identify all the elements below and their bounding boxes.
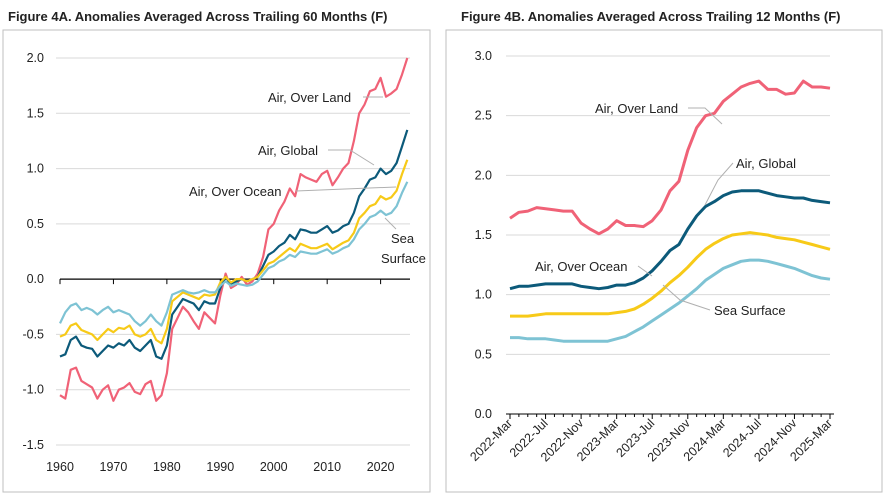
y-tick-label-b: 2.5 <box>475 109 492 123</box>
chart-panel-4a: Figure 4A. Anomalies Averaged Across Tra… <box>2 9 431 493</box>
y-tick-label-b: 1.5 <box>475 228 492 242</box>
leader-sea-surface-b <box>662 284 711 311</box>
label-air-over-ocean-b: Air, Over Ocean <box>535 259 627 274</box>
label-sea-surface-b: Sea Surface <box>714 303 786 318</box>
panel-4b-frame <box>445 29 883 493</box>
x-tick-label-b: 2022-Mar <box>467 416 515 464</box>
x-tick-label-a: 1980 <box>153 460 181 474</box>
series-line-b-air-over-land <box>509 79 831 236</box>
panel-4a-x-ticks: 1960 1970 1980 1990 2000 2010 2020 <box>46 279 395 474</box>
y-tick-label-a: 1.0 <box>27 162 44 176</box>
x-tick-label-a: 1960 <box>46 460 74 474</box>
panel-4b-grid <box>506 55 834 415</box>
leader-air-global-a <box>328 149 375 166</box>
panel-4a-annotations: Air, Over Land Air, Global Air, Over Oce… <box>189 90 426 266</box>
y-tick-label-a: -0.5 <box>22 327 44 341</box>
series-line-a-air-over-ocean <box>59 159 409 345</box>
leader-sea-surface-a <box>384 217 397 230</box>
series-line-b-sea-surface <box>510 258 831 343</box>
series-line-a-air-over-land <box>59 57 409 402</box>
x-tick-label-a: 2010 <box>313 460 341 474</box>
y-tick-label-a: 1.5 <box>27 106 44 120</box>
y-tick-label-b: 0.0 <box>475 407 492 421</box>
series-line-b-air-over-ocean <box>510 231 831 318</box>
panel-4b-y-ticks: 3.0 2.5 2.0 1.5 1.0 0.5 0.0 <box>475 49 492 421</box>
series-line-a-sea-surface <box>59 181 409 327</box>
y-tick-label-a: -1.5 <box>22 438 44 452</box>
x-tick-label-a: 2000 <box>260 460 288 474</box>
y-tick-label-b: 1.0 <box>475 288 492 302</box>
leader-air-over-land-b <box>688 107 723 125</box>
label-air-over-ocean-a: Air, Over Ocean <box>189 184 281 199</box>
leader-air-over-ocean-a <box>295 186 397 192</box>
leader-air-global-b <box>704 162 734 206</box>
panel-4b-series <box>509 79 831 343</box>
chart-panel-4b: Figure 4B. Anomalies Averaged Across Tra… <box>445 9 883 493</box>
x-tick-label-a: 2020 <box>367 460 395 474</box>
y-tick-label-a: -1.0 <box>22 383 44 397</box>
series-line-a-air-global <box>59 129 409 360</box>
series-line-b-air-global <box>509 189 831 291</box>
x-tick-label-a: 1970 <box>100 460 128 474</box>
y-tick-label-a: 0.0 <box>27 272 44 286</box>
panel-4a-y-ticks: 2.0 1.5 1.0 0.5 0.0 -0.5 -1.0 -1.5 <box>22 51 44 452</box>
label-air-global-b: Air, Global <box>736 156 796 171</box>
y-tick-label-a: 0.5 <box>27 217 44 231</box>
y-tick-label-a: 2.0 <box>27 51 44 65</box>
label-air-over-land-a: Air, Over Land <box>268 90 351 105</box>
leader-air-over-ocean-b <box>637 265 653 277</box>
panel-4b-title: Figure 4B. Anomalies Averaged Across Tra… <box>461 9 841 24</box>
panel-4a-series <box>59 57 409 402</box>
label-air-over-land-b: Air, Over Land <box>595 101 678 116</box>
panel-4a-frame <box>2 29 431 493</box>
y-tick-label-b: 3.0 <box>475 49 492 63</box>
y-tick-label-b: 0.5 <box>475 347 492 361</box>
panel-4b-x-ticks: 2022-Mar2022-Jul2022-Nov2023-Mar2023-Jul… <box>467 414 835 464</box>
y-tick-label-b: 2.0 <box>475 168 492 182</box>
x-tick-label-a: 1990 <box>206 460 234 474</box>
panel-4a-title: Figure 4A. Anomalies Averaged Across Tra… <box>8 9 388 24</box>
label-sea-surface-a-line2: Surface <box>381 251 426 266</box>
panel-4b-annotations: Air, Over Land Air, Global Air, Over Oce… <box>535 101 796 318</box>
label-air-global-a: Air, Global <box>258 143 318 158</box>
label-sea-surface-a-line1: Sea <box>391 231 415 246</box>
